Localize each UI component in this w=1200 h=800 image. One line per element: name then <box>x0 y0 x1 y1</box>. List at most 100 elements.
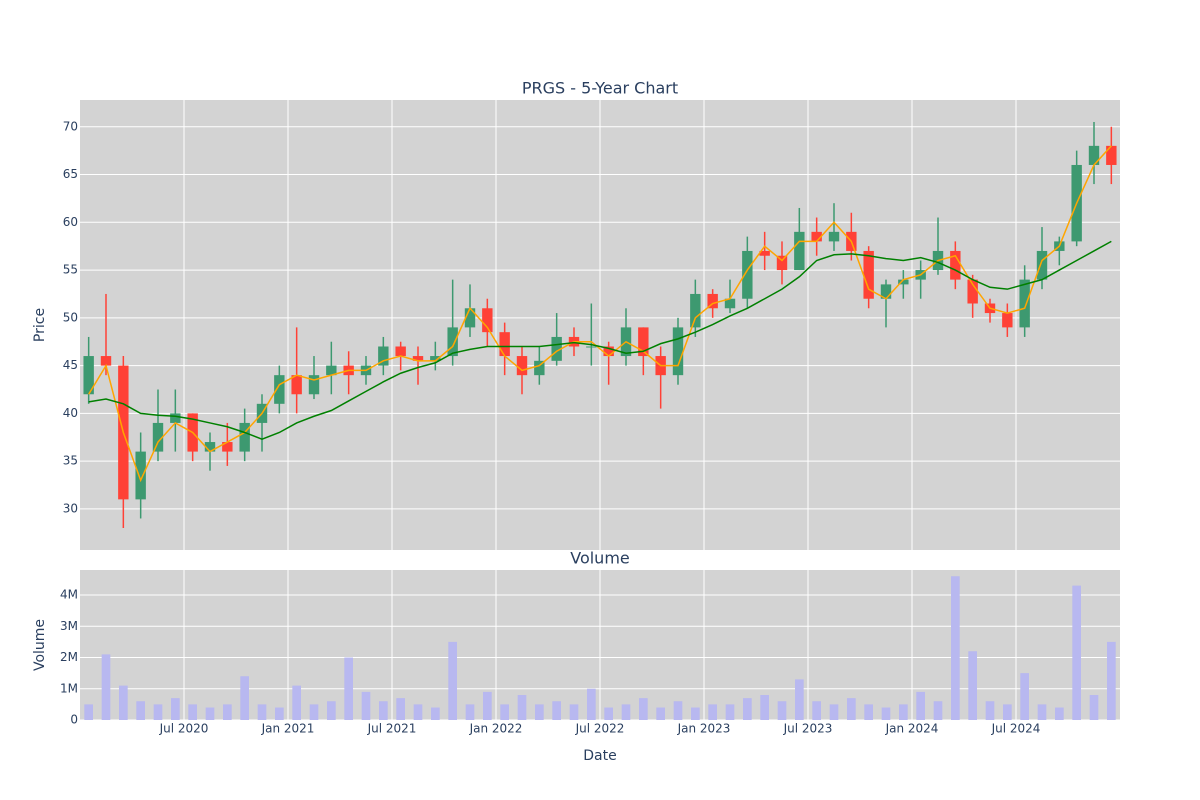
volume-bar <box>795 679 804 720</box>
volume-bar <box>344 657 353 720</box>
volume-bar <box>136 701 145 720</box>
candle-body <box>1002 313 1013 328</box>
volume-bar <box>275 707 284 720</box>
volume-bar <box>223 704 232 720</box>
volume-bar <box>84 704 93 720</box>
volume-bar <box>101 654 111 720</box>
candle-body <box>152 422 164 452</box>
candle-body <box>1088 145 1100 165</box>
volume-bar <box>1072 585 1081 720</box>
chart-title: PRGS - 5-Year Chart <box>522 79 678 98</box>
y-tick-label: 1M <box>60 681 78 695</box>
x-tick-label: Jan 2022 <box>469 722 523 736</box>
volume-bar <box>431 707 440 720</box>
y-axis-label: Price <box>32 308 48 342</box>
volume-bar <box>292 685 301 720</box>
candle-body <box>395 346 406 357</box>
volume-bar <box>916 691 925 720</box>
y-tick-label: 50 <box>63 310 78 324</box>
volume-bar <box>899 704 908 720</box>
candle-body <box>378 346 389 366</box>
volume-bar <box>656 707 665 720</box>
y-tick-label: 3M <box>60 619 78 633</box>
candle-body <box>950 250 961 280</box>
candle-body <box>291 375 302 395</box>
candle-body <box>811 231 822 242</box>
candle-body <box>863 250 874 299</box>
y-tick-label: 45 <box>63 358 78 372</box>
candle-body <box>638 327 649 357</box>
candle-body <box>1019 279 1030 328</box>
x-tick-label: Jul 2021 <box>367 722 417 736</box>
y-tick-label: 70 <box>63 119 78 133</box>
y-tick-label: 0 <box>70 713 78 727</box>
x-axis-label: Date <box>583 748 616 764</box>
volume-bar <box>933 701 943 720</box>
x-tick-label: Jan 2021 <box>261 722 315 736</box>
candle-body <box>100 356 112 366</box>
volume-bar <box>847 698 856 720</box>
volume-bar <box>691 707 700 720</box>
candle-body <box>412 356 424 361</box>
candle-body <box>603 346 614 357</box>
moving-average-line <box>88 145 1112 483</box>
candle-body <box>742 250 753 299</box>
volume-bar <box>379 701 388 720</box>
y-tick-label: 65 <box>63 167 78 181</box>
volume-bar <box>760 695 769 720</box>
marks <box>83 121 1117 720</box>
candle-body <box>83 356 94 395</box>
candle-body <box>222 442 233 452</box>
candle-body <box>170 413 181 423</box>
volume-bar <box>1020 673 1029 720</box>
volume-axis-label: Volume <box>32 619 48 671</box>
volume-bar <box>951 576 960 720</box>
volume-bar <box>1003 704 1012 720</box>
volume-bar <box>968 651 977 720</box>
y-tick-label: 60 <box>63 215 78 229</box>
volume-bar <box>535 704 544 720</box>
candle-body <box>880 284 892 299</box>
volume-bar <box>361 691 371 720</box>
y-tick-label: 30 <box>63 501 78 515</box>
volume-bar <box>153 704 163 720</box>
volume-bar <box>119 685 128 720</box>
candle-body <box>898 279 909 285</box>
y-tick-label: 35 <box>63 454 78 468</box>
volume-bar <box>569 704 579 720</box>
candle-body <box>724 298 736 309</box>
volume-bar <box>864 704 873 720</box>
candle-body <box>430 356 441 361</box>
candle-body <box>326 365 337 376</box>
volume-bar <box>777 701 787 720</box>
volume-bar <box>327 701 336 720</box>
x-tick-label: Jul 2020 <box>159 722 209 736</box>
y-tick-label: 2M <box>60 650 78 664</box>
volume-bar <box>1037 704 1047 720</box>
candle-body <box>551 336 562 361</box>
volume-bar <box>413 704 423 720</box>
volume-bar <box>673 701 683 720</box>
volume-bar <box>171 698 180 720</box>
candle-body <box>672 327 684 376</box>
candle-body <box>1106 145 1117 165</box>
volume-bar <box>257 704 267 720</box>
candle-body <box>967 279 978 304</box>
candle-body <box>828 231 840 242</box>
candle-body <box>690 293 701 328</box>
candle-body <box>794 231 805 271</box>
volume-bar <box>639 698 648 720</box>
volume-bar <box>465 704 475 720</box>
candle-body <box>534 360 545 376</box>
candle-body <box>204 442 216 452</box>
candle-body <box>239 422 250 452</box>
x-tick-label: Jul 2023 <box>783 722 833 736</box>
volume-bar <box>188 704 197 720</box>
y-tick-label: 55 <box>63 263 78 277</box>
candle-body <box>482 308 493 333</box>
candle-body <box>516 356 528 376</box>
volume-bar <box>309 704 319 720</box>
volume-bar <box>725 704 735 720</box>
volume-bar <box>829 704 839 720</box>
